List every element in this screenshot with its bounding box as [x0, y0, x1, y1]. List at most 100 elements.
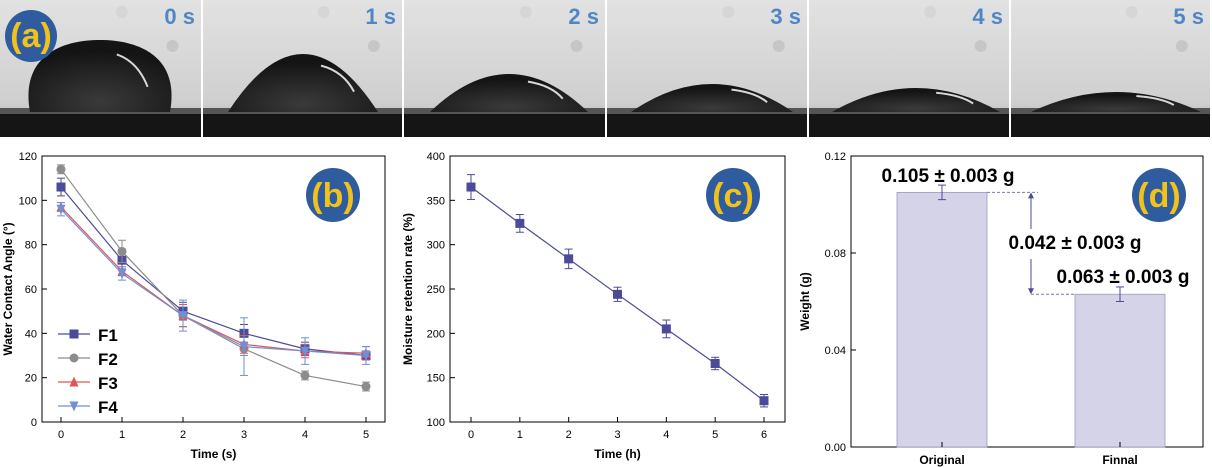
panel-b-badge: [306, 168, 360, 222]
annotation-original: 0.105 ± 0.003 g: [882, 166, 1015, 187]
data-point: [515, 218, 525, 228]
y-tick-label: 100: [19, 195, 37, 207]
frame-time-label: 0 s: [164, 4, 195, 29]
water-droplet: [430, 74, 588, 112]
droplet-highlight: [116, 53, 149, 88]
arrow-head: [1028, 192, 1034, 199]
data-point: [56, 204, 66, 215]
water-droplet: [631, 84, 793, 112]
legend-label: F3: [98, 374, 118, 393]
x-axis-label: Time (h): [594, 447, 640, 461]
y-tick-label: 0.00: [825, 442, 846, 454]
series-F4: [56, 202, 371, 376]
droplet-highlight: [1136, 95, 1175, 106]
y-axis-label: Moisture retention rate (%): [401, 213, 415, 365]
water-droplet: [28, 40, 172, 112]
droplet-frame: 5 s: [1011, 0, 1212, 137]
data-point: [300, 346, 310, 357]
droplet-highlight: [320, 64, 355, 93]
droplet-highlight: [936, 91, 974, 105]
y-tick-label: 80: [25, 240, 37, 252]
series-line: [60, 168, 367, 388]
bar: [896, 191, 988, 448]
droplet-frame: 0 s: [0, 0, 203, 137]
y-tick-label: 0.04: [825, 345, 846, 357]
data-point: [69, 329, 79, 339]
droplet-frame: 1 s: [203, 0, 404, 137]
y-axis-label: Weight (g): [798, 272, 812, 330]
x-tick-label: 5: [363, 429, 369, 441]
frame-time-label: 5 s: [1173, 4, 1204, 29]
data-point: [661, 324, 671, 334]
y-tick-label: 350: [427, 195, 445, 207]
y-tick-label: 0.08: [825, 248, 846, 260]
legend-item: F2: [58, 350, 118, 369]
arrow-head: [1028, 288, 1034, 295]
data-point: [613, 289, 622, 299]
contact-angle-chart: 0 20 40 60 80 100 120 0 1 2 3 4 5 Time (s) Water Conta…: [1, 151, 386, 461]
droplet-image: [1011, 0, 1210, 137]
panel-d-badge: [1132, 168, 1186, 222]
panel-b-label: (b): [311, 177, 354, 215]
panel-d-label: (d): [1137, 177, 1180, 215]
bar: [1074, 293, 1166, 448]
annotation-final: 0.063 ± 0.003 g: [1057, 267, 1190, 288]
data-point: [300, 370, 310, 380]
data-point: [69, 401, 79, 412]
frame-time-label: 3 s: [770, 4, 801, 29]
data-point: [361, 351, 371, 361]
y-tick-label: 120: [19, 151, 37, 163]
legend-item: F1: [58, 326, 118, 345]
legend-label: F4: [98, 398, 118, 417]
weight-bar-chart: 0.00 0.04 0.08 0.12 Weight (g) Original Finnal…: [798, 151, 1204, 467]
y-tick-label: 40: [25, 328, 37, 340]
x-tick-label: 2: [180, 429, 186, 441]
data-point: [117, 246, 127, 256]
series-line: [60, 208, 367, 357]
y-tick-label: 0: [31, 417, 37, 429]
y-tick-label: 20: [25, 373, 37, 385]
panel-a-label: (a): [5, 10, 57, 62]
data-point: [759, 396, 769, 406]
data-point: [710, 358, 720, 368]
droplet-image: [607, 0, 807, 137]
frame-time-label: 1 s: [365, 4, 396, 29]
droplet-highlight: [731, 88, 768, 103]
y-tick-label: 60: [25, 284, 37, 296]
x-tick-label: 0: [58, 429, 64, 441]
y-axis-label: Water Contact Angle (°): [1, 222, 15, 355]
x-tick-label: 5: [712, 429, 718, 441]
water-droplet: [228, 54, 378, 112]
y-tick-label: 400: [427, 151, 445, 163]
series-line: [60, 186, 367, 357]
x-tick-label: Finnal: [1102, 453, 1137, 467]
x-tick-label: 3: [614, 429, 620, 441]
data-point: [56, 164, 66, 174]
droplet-image: [809, 0, 1009, 137]
panel-c-badge: [706, 168, 760, 222]
droplet-highlight: [527, 80, 564, 100]
frame-time-label: 2 s: [568, 4, 599, 29]
data-point: [361, 382, 371, 392]
droplet-frame: 2 s: [404, 0, 607, 137]
data-point: [564, 254, 574, 264]
data-point: [178, 311, 188, 322]
data-point: [69, 376, 79, 387]
droplet-image: [404, 0, 605, 137]
droplet-image: [203, 0, 402, 137]
data-point: [239, 342, 249, 353]
x-tick-label: 4: [302, 429, 308, 441]
x-axis-label: Time (s): [191, 447, 237, 461]
x-tick-label: 1: [517, 429, 523, 441]
water-droplet: [832, 88, 1000, 112]
x-tick-label: 0: [468, 429, 474, 441]
annotation-difference: 0.042 ± 0.003 g: [1009, 233, 1142, 254]
x-tick-label: Original: [919, 453, 964, 467]
data-point: [56, 182, 66, 192]
x-tick-label: 1: [119, 429, 125, 441]
x-tick-label: 2: [566, 429, 572, 441]
y-tick-label: 100: [427, 417, 445, 429]
legend-item: F4: [58, 398, 118, 417]
data-point: [466, 182, 476, 192]
legend-label: F1: [98, 326, 118, 345]
